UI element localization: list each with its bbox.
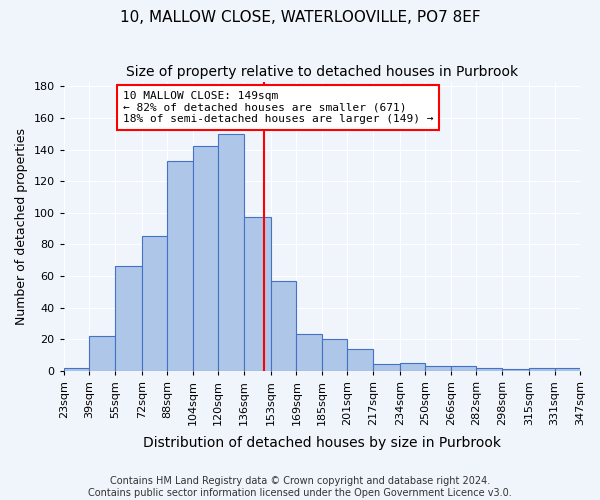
Bar	[64, 368, 89, 370]
Bar	[451, 366, 476, 370]
Bar	[502, 369, 529, 370]
Text: 10 MALLOW CLOSE: 149sqm
← 82% of detached houses are smaller (671)
18% of semi-d: 10 MALLOW CLOSE: 149sqm ← 82% of detache…	[122, 91, 433, 124]
Bar	[373, 364, 400, 370]
Text: Contains HM Land Registry data © Crown copyright and database right 2024.
Contai: Contains HM Land Registry data © Crown c…	[88, 476, 512, 498]
Title: Size of property relative to detached houses in Purbrook: Size of property relative to detached ho…	[126, 65, 518, 79]
Text: 10, MALLOW CLOSE, WATERLOOVILLE, PO7 8EF: 10, MALLOW CLOSE, WATERLOOVILLE, PO7 8EF	[119, 10, 481, 25]
Bar	[89, 336, 115, 370]
Y-axis label: Number of detached properties: Number of detached properties	[15, 128, 28, 324]
Bar	[167, 160, 193, 370]
Bar	[476, 368, 502, 370]
X-axis label: Distribution of detached houses by size in Purbrook: Distribution of detached houses by size …	[143, 436, 501, 450]
Bar	[347, 348, 373, 370]
Bar	[296, 334, 322, 370]
Bar	[425, 366, 451, 370]
Bar	[115, 266, 142, 370]
Bar	[218, 134, 244, 370]
Bar	[142, 236, 167, 370]
Bar	[529, 368, 554, 370]
Bar	[322, 339, 347, 370]
Bar	[193, 146, 218, 370]
Bar	[554, 368, 580, 370]
Bar	[244, 218, 271, 370]
Bar	[271, 280, 296, 370]
Bar	[400, 363, 425, 370]
